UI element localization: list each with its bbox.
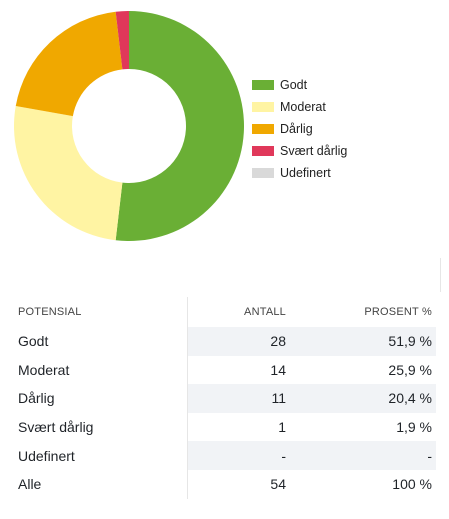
legend-item-darlig[interactable]: Dårlig [252, 118, 347, 140]
table-row-total: Alle 54 100 % [14, 469, 436, 499]
row-percent: 20,4 % [290, 384, 436, 413]
row-percent: 1,9 % [396, 419, 432, 436]
legend-item-svaert-darlig[interactable]: Svært dårlig [252, 140, 347, 162]
slice-godt[interactable] [115, 11, 245, 242]
row-name: Udefinert [18, 447, 75, 464]
legend-label-udefinert: Udefinert [280, 166, 331, 180]
legend-label-moderat: Moderat [280, 100, 326, 114]
row-percent: 100 % [392, 476, 432, 493]
legend-label-svaert-darlig: Svært dårlig [280, 144, 348, 158]
header-potensial[interactable]: POTENSIAL [18, 306, 82, 318]
divider [440, 258, 441, 292]
legend-swatch-svaert-darlig [252, 146, 274, 156]
table-row: Svært dårlig 1 1,9 % [14, 412, 436, 442]
legend-label-darlig: Dårlig [280, 122, 313, 136]
chart-legend: Godt Moderat Dårlig Svært dårlig Udefine… [252, 74, 347, 184]
row-name: Svært dårlig [18, 419, 94, 436]
table-row: Moderat 14 25,9 % [14, 355, 436, 385]
row-percent: - [290, 441, 436, 470]
row-count: 54 [187, 469, 290, 499]
row-count: - [187, 441, 290, 470]
row-percent: 25,9 % [388, 361, 432, 378]
legend-swatch-darlig [252, 124, 274, 134]
table-row: Godt 28 51,9 % [14, 327, 436, 356]
header-prosent[interactable]: PROSENT % [364, 306, 432, 318]
legend-swatch-udefinert [252, 168, 274, 178]
legend-swatch-moderat [252, 102, 274, 112]
row-count: 28 [187, 327, 290, 356]
legend-item-godt[interactable]: Godt [252, 74, 347, 96]
legend-item-udefinert[interactable]: Udefinert [252, 162, 347, 184]
row-count: 14 [187, 355, 290, 385]
legend-swatch-godt [252, 80, 274, 90]
row-name: Godt [18, 333, 49, 350]
row-name: Dårlig [18, 390, 55, 407]
slice-dårlig[interactable] [15, 11, 123, 117]
row-name: Alle [18, 476, 42, 493]
table-row: Dårlig 11 20,4 % [14, 384, 436, 413]
slice-moderat[interactable] [13, 106, 123, 241]
row-percent: 51,9 % [290, 327, 436, 356]
table-row: Udefinert - - [14, 441, 436, 470]
legend-label-godt: Godt [280, 78, 308, 92]
slice-svært-dårlig[interactable] [115, 11, 129, 70]
data-table: POTENSIAL ANTALL PROSENT % Godt 28 51,9 … [14, 297, 436, 499]
header-antall[interactable]: ANTALL [187, 297, 290, 327]
row-count: 1 [187, 412, 290, 442]
donut-chart [13, 11, 245, 242]
legend-item-moderat[interactable]: Moderat [252, 96, 347, 118]
row-name: Moderat [18, 361, 70, 378]
table-header-row: POTENSIAL ANTALL PROSENT % [14, 297, 436, 327]
row-count: 11 [187, 384, 290, 413]
